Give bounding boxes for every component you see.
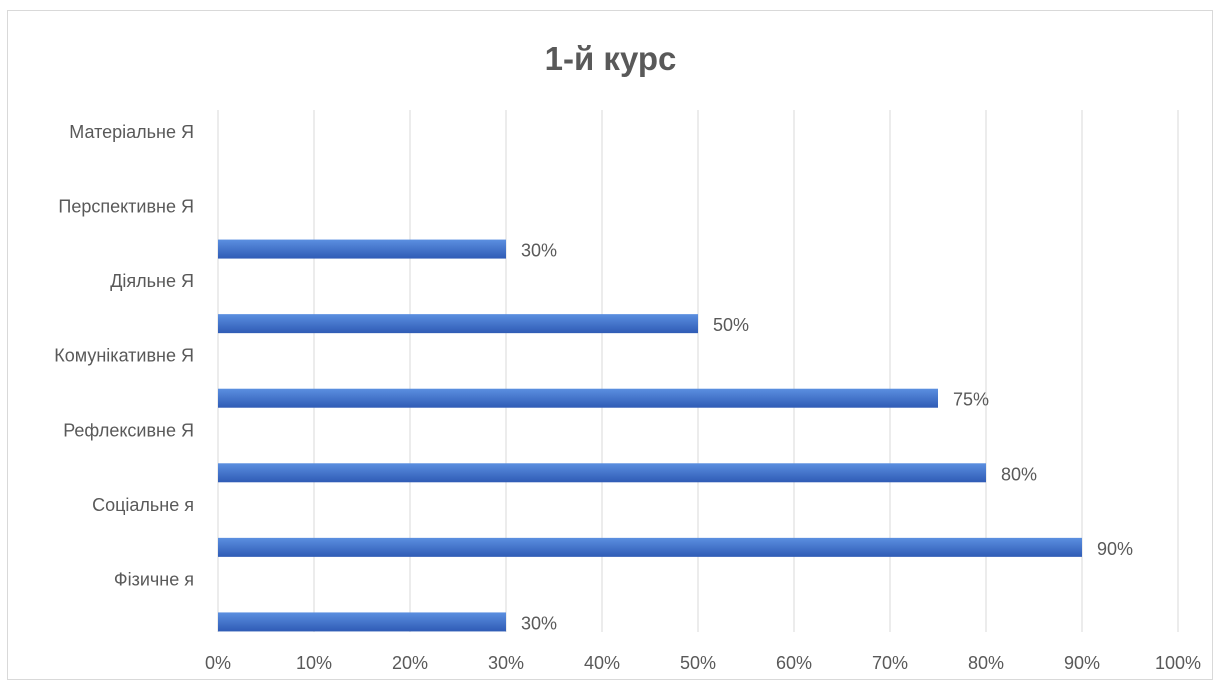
bar xyxy=(218,388,938,408)
chart-frame xyxy=(7,10,1213,680)
category-label: Рефлексивне Я xyxy=(63,420,194,440)
data-label: 90% xyxy=(1097,539,1133,559)
chart-title: 1-й курс xyxy=(544,40,677,77)
data-label: 50% xyxy=(713,315,749,335)
data-label: 80% xyxy=(1001,464,1037,484)
x-tick-label: 70% xyxy=(872,653,908,673)
x-tick-label: 100% xyxy=(1155,653,1201,673)
x-tick-label: 20% xyxy=(392,653,428,673)
category-label: Соціальне я xyxy=(92,495,194,515)
x-tick-label: 30% xyxy=(488,653,524,673)
labels: 0% 10% 20% 30% 40% 50% 60% 70% 80% 90% 100% Фізичне… xyxy=(54,122,1201,673)
category-label: Комунікативне Я xyxy=(54,346,194,366)
data-label: 75% xyxy=(953,390,989,410)
category-label: Матеріальне Я xyxy=(69,122,194,142)
category-label: Діяльне Я xyxy=(110,271,194,291)
bar xyxy=(218,463,986,483)
x-tick-label: 40% xyxy=(584,653,620,673)
bar xyxy=(218,612,506,632)
bar xyxy=(218,314,698,334)
bars xyxy=(218,239,1082,632)
data-label: 30% xyxy=(521,613,557,633)
x-tick-label: 90% xyxy=(1064,653,1100,673)
category-label: Фізичне я xyxy=(114,569,194,589)
data-label: 30% xyxy=(521,241,557,261)
bar xyxy=(218,239,506,259)
x-tick-label: 10% xyxy=(296,653,332,673)
x-tick-label: 50% xyxy=(680,653,716,673)
bar xyxy=(218,537,1082,557)
x-tick-label: 80% xyxy=(968,653,1004,673)
x-tick-label: 0% xyxy=(205,653,231,673)
category-label: Перспективне Я xyxy=(58,197,194,217)
x-tick-label: 60% xyxy=(776,653,812,673)
